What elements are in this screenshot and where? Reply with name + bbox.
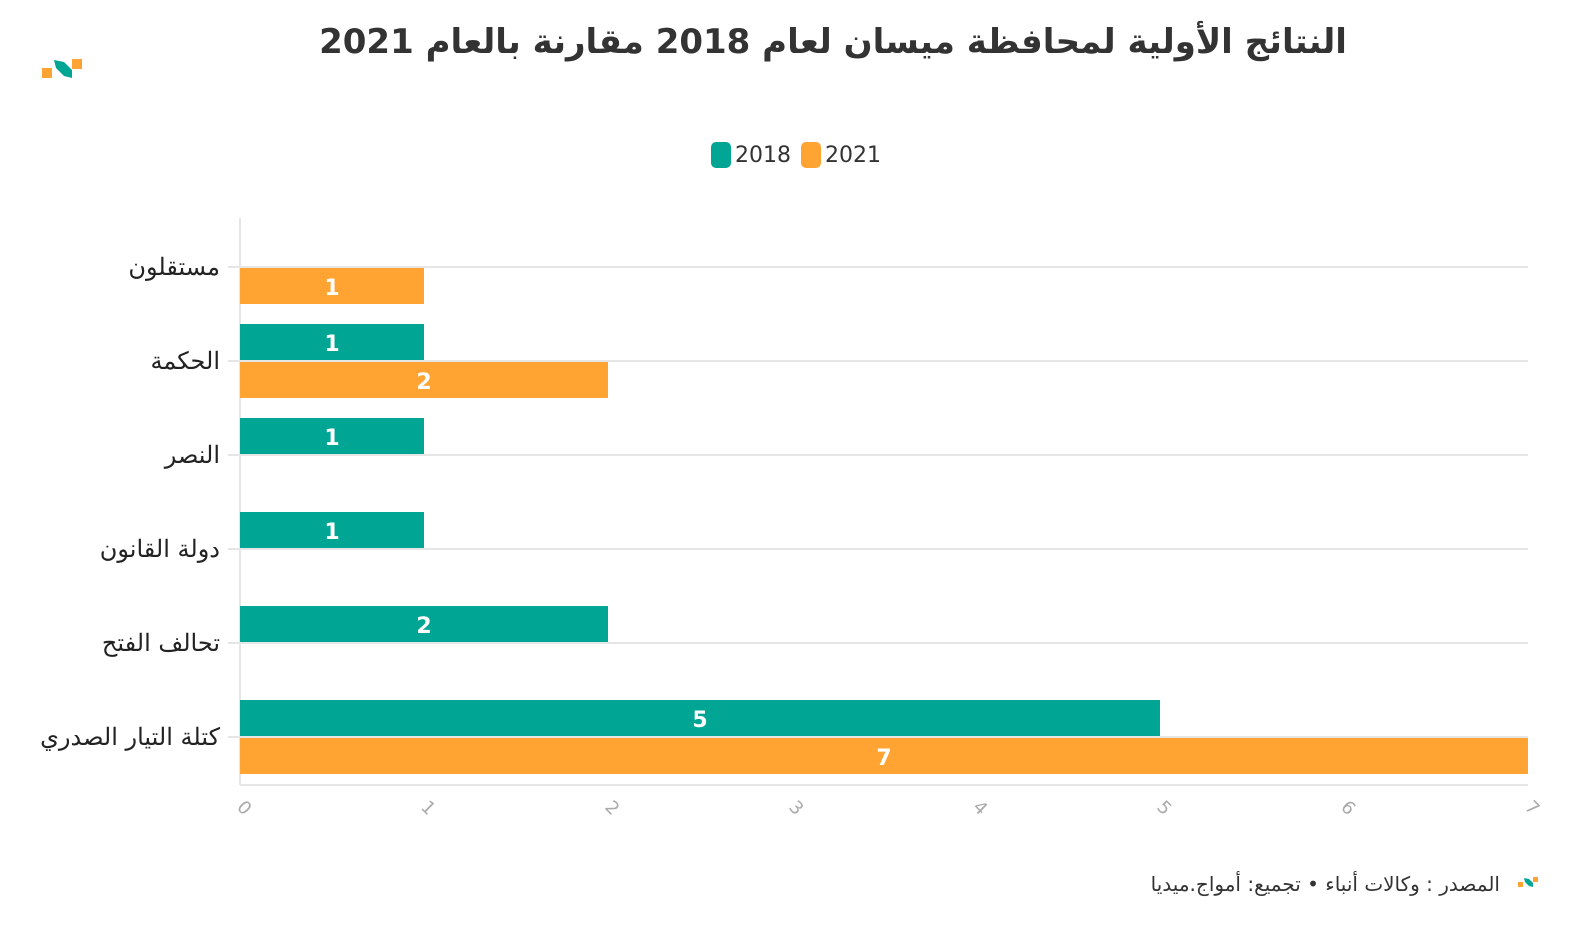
x-tick-label: 6 [1336,797,1359,820]
data-label: 2 [416,614,431,639]
legend-label: 2018 [735,142,791,168]
legend: 2018 2021 [0,142,1592,168]
chart-title: النتائج الأولية لمحافظة ميسان لعام 2018 … [319,22,1347,62]
footer-logo-icon [1518,877,1538,887]
x-tick-label: 1 [416,797,439,820]
category-label: تحالف الفتح [102,629,220,657]
bar-chart: مستقلون 1 الحكمة 1 2 النصر 1 دولة القانون 1 تحالف… [40,218,1543,820]
bar-2018 [240,606,608,642]
legend-label: 2021 [825,142,881,168]
source-note: المصدر : وكالات أنباء • تجميع: أمواج.ميد… [1150,872,1500,896]
category-label: دولة القانون [100,535,220,563]
bar-2018 [240,324,424,360]
data-label: 1 [324,332,339,357]
bar-2021 [240,362,608,398]
bar-2018 [240,512,424,548]
legend-item-2021[interactable]: 2021 [801,142,881,168]
legend-item-2018[interactable]: 2018 [711,142,791,168]
x-tick-label: 3 [784,797,807,820]
bar-2018 [240,418,424,454]
bar-2021 [240,738,1528,774]
x-tick-label: 7 [1520,797,1543,820]
x-tick-label: 0 [232,797,255,820]
category-label: الحكمة [151,347,220,375]
data-label: 2 [416,370,431,395]
data-label: 1 [324,520,339,545]
data-label: 7 [876,746,891,771]
x-tick-label: 4 [968,797,991,820]
category-label: النصر [164,441,220,469]
x-tick-label: 5 [1152,797,1175,820]
bar-2021 [240,268,424,304]
bar-2018 [240,700,1160,736]
data-label: 1 [324,426,339,451]
category-label: مستقلون [128,253,220,281]
x-tick-label: 2 [600,797,623,820]
category-label: كتلة التيار الصدري [40,723,220,751]
data-label: 1 [324,276,339,301]
legend-swatch [711,142,731,168]
legend-swatch [801,142,821,168]
logo-icon [42,59,82,78]
data-label: 5 [692,708,707,733]
